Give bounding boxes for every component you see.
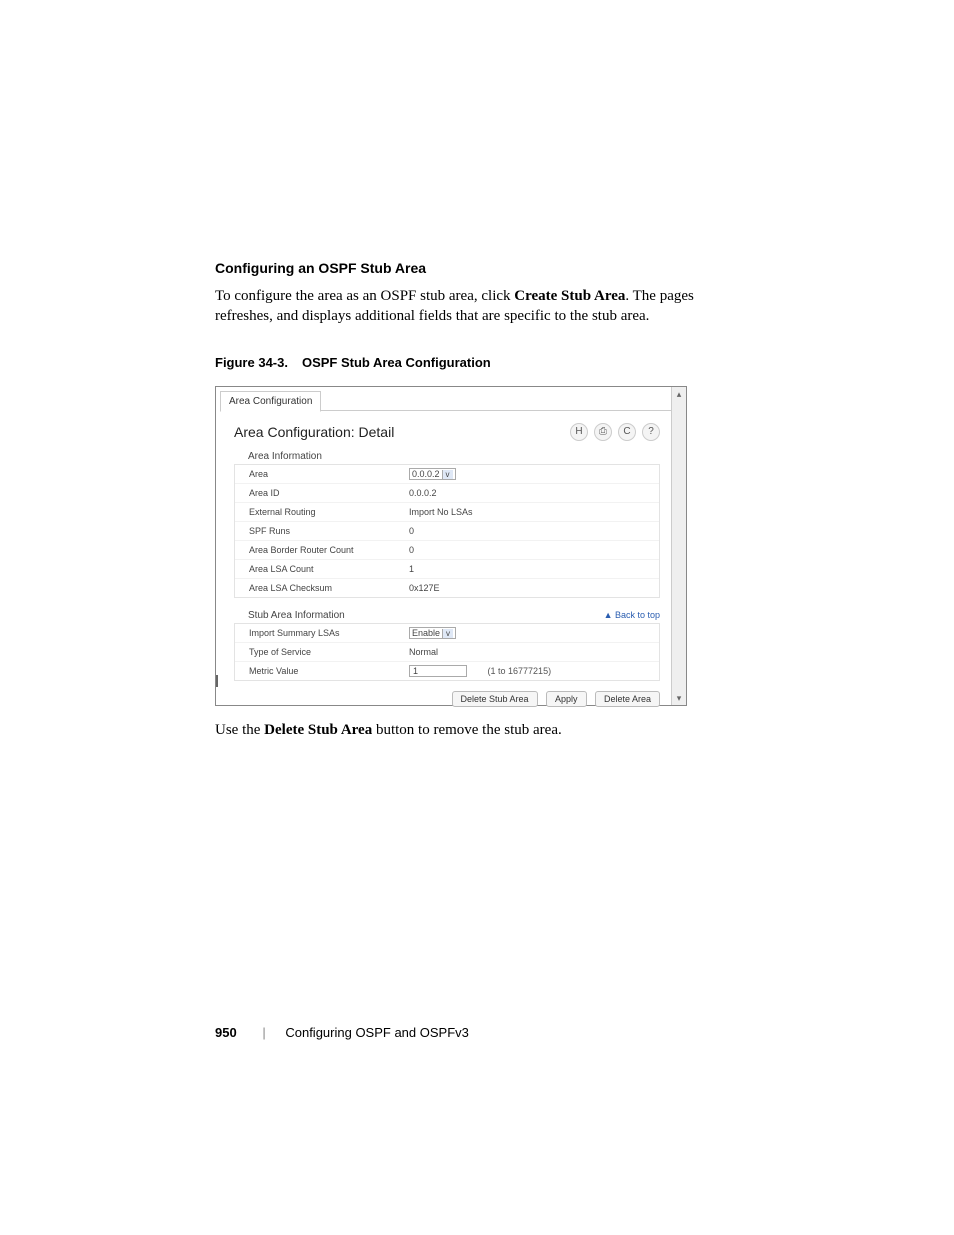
ui-screenshot: Area Configuration ▴ ▾ Area Configuratio… xyxy=(215,386,687,706)
body-text-pre: To configure the area as an OSPF stub ar… xyxy=(215,288,514,304)
value-spf-runs: 0 xyxy=(409,526,659,536)
refresh-icon[interactable]: C xyxy=(618,423,636,441)
after-figure-text: Use the Delete Stub Area button to remov… xyxy=(215,722,739,739)
import-summary-select[interactable]: Enablev xyxy=(409,627,456,639)
value-metric-value: 1 (1 to 16777215) xyxy=(409,665,659,677)
row-external-routing: External Routing Import No LSAs xyxy=(235,503,659,522)
page: Configuring an OSPF Stub Area To configu… xyxy=(0,0,954,1235)
print-icon[interactable]: ⎙ xyxy=(594,423,612,441)
value-lsa-count: 1 xyxy=(409,564,659,574)
label-external-routing: External Routing xyxy=(249,507,409,517)
delete-stub-area-button[interactable]: Delete Stub Area xyxy=(452,691,538,707)
label-lsa-count: Area LSA Count xyxy=(249,564,409,574)
area-select[interactable]: 0.0.0.2v xyxy=(409,468,456,480)
back-to-top-link[interactable]: ▲ Back to top xyxy=(604,610,660,621)
import-summary-select-value: Enable xyxy=(412,628,440,638)
area-select-value: 0.0.0.2 xyxy=(412,469,440,479)
tab-area-configuration[interactable]: Area Configuration xyxy=(220,391,321,412)
section-header-stub-info: Stub Area Information ▲ Back to top xyxy=(234,606,660,624)
page-footer: 950 | Configuring OSPF and OSPFv3 xyxy=(215,1025,469,1040)
help-icon[interactable]: ? xyxy=(642,423,660,441)
label-type-of-service: Type of Service xyxy=(249,647,409,657)
label-metric-value: Metric Value xyxy=(249,666,409,676)
row-abr-count: Area Border Router Count 0 xyxy=(235,541,659,560)
body-text-bold: Create Stub Area xyxy=(514,288,625,304)
figure-caption: Figure 34-3. OSPF Stub Area Configuration xyxy=(215,355,739,370)
ui-panel: Area Configuration: Detail H ⎙ C ? Area … xyxy=(234,423,660,699)
after-figure-post: button to remove the stub area. xyxy=(372,722,562,738)
area-info-box: Area 0.0.0.2v Area ID 0.0.0.2 External R… xyxy=(234,465,660,598)
apply-button[interactable]: Apply xyxy=(546,691,587,707)
figure-title: OSPF Stub Area Configuration xyxy=(302,355,491,370)
row-type-of-service: Type of Service Normal xyxy=(235,643,659,662)
delete-area-button[interactable]: Delete Area xyxy=(595,691,660,707)
value-external-routing: Import No LSAs xyxy=(409,507,659,517)
section-header-label: Area Information xyxy=(248,451,322,462)
value-lsa-checksum: 0x127E xyxy=(409,583,659,593)
row-area-id: Area ID 0.0.0.2 xyxy=(235,484,659,503)
body-paragraph: To configure the area as an OSPF stub ar… xyxy=(215,286,739,327)
label-abr-count: Area Border Router Count xyxy=(249,545,409,555)
label-area-id: Area ID xyxy=(249,488,409,498)
row-area: Area 0.0.0.2v xyxy=(235,465,659,484)
row-import-summary: Import Summary LSAs Enablev xyxy=(235,624,659,643)
scrollbar[interactable]: ▴ ▾ xyxy=(671,387,686,705)
label-area: Area xyxy=(249,469,409,479)
save-icon[interactable]: H xyxy=(570,423,588,441)
panel-title-row: Area Configuration: Detail H ⎙ C ? xyxy=(234,423,660,447)
chapter-title: Configuring OSPF and OSPFv3 xyxy=(285,1025,469,1040)
label-lsa-checksum: Area LSA Checksum xyxy=(249,583,409,593)
page-number: 950 xyxy=(215,1025,237,1040)
stub-info-box: Import Summary LSAs Enablev Type of Serv… xyxy=(234,624,660,681)
label-spf-runs: SPF Runs xyxy=(249,526,409,536)
row-lsa-checksum: Area LSA Checksum 0x127E xyxy=(235,579,659,597)
figure-number: Figure 34-3. xyxy=(215,355,288,370)
section-header-stub-label: Stub Area Information xyxy=(248,610,345,621)
chevron-down-icon: v xyxy=(442,629,453,638)
scroll-up-icon[interactable]: ▴ xyxy=(674,389,684,399)
label-import-summary: Import Summary LSAs xyxy=(249,628,409,638)
cursor-marker xyxy=(216,675,218,687)
button-bar: Delete Stub Area Apply Delete Area xyxy=(234,689,660,707)
value-type-of-service: Normal xyxy=(409,647,659,657)
panel-action-icons: H ⎙ C ? xyxy=(570,423,660,441)
section-heading: Configuring an OSPF Stub Area xyxy=(215,260,739,276)
section-header-area-info: Area Information xyxy=(234,447,660,465)
value-abr-count: 0 xyxy=(409,545,659,555)
value-area: 0.0.0.2v xyxy=(409,468,659,480)
row-metric-value: Metric Value 1 (1 to 16777215) xyxy=(235,662,659,680)
value-import-summary: Enablev xyxy=(409,627,659,639)
metric-value-input[interactable]: 1 xyxy=(409,665,467,677)
value-area-id: 0.0.0.2 xyxy=(409,488,659,498)
metric-value-hint: (1 to 16777215) xyxy=(488,666,552,676)
chevron-down-icon: v xyxy=(442,470,453,479)
row-lsa-count: Area LSA Count 1 xyxy=(235,560,659,579)
row-spf-runs: SPF Runs 0 xyxy=(235,522,659,541)
footer-separator: | xyxy=(262,1025,265,1040)
panel-title: Area Configuration: Detail xyxy=(234,424,394,440)
scroll-down-icon[interactable]: ▾ xyxy=(674,693,684,703)
after-figure-bold: Delete Stub Area xyxy=(264,722,372,738)
after-figure-pre: Use the xyxy=(215,722,264,738)
